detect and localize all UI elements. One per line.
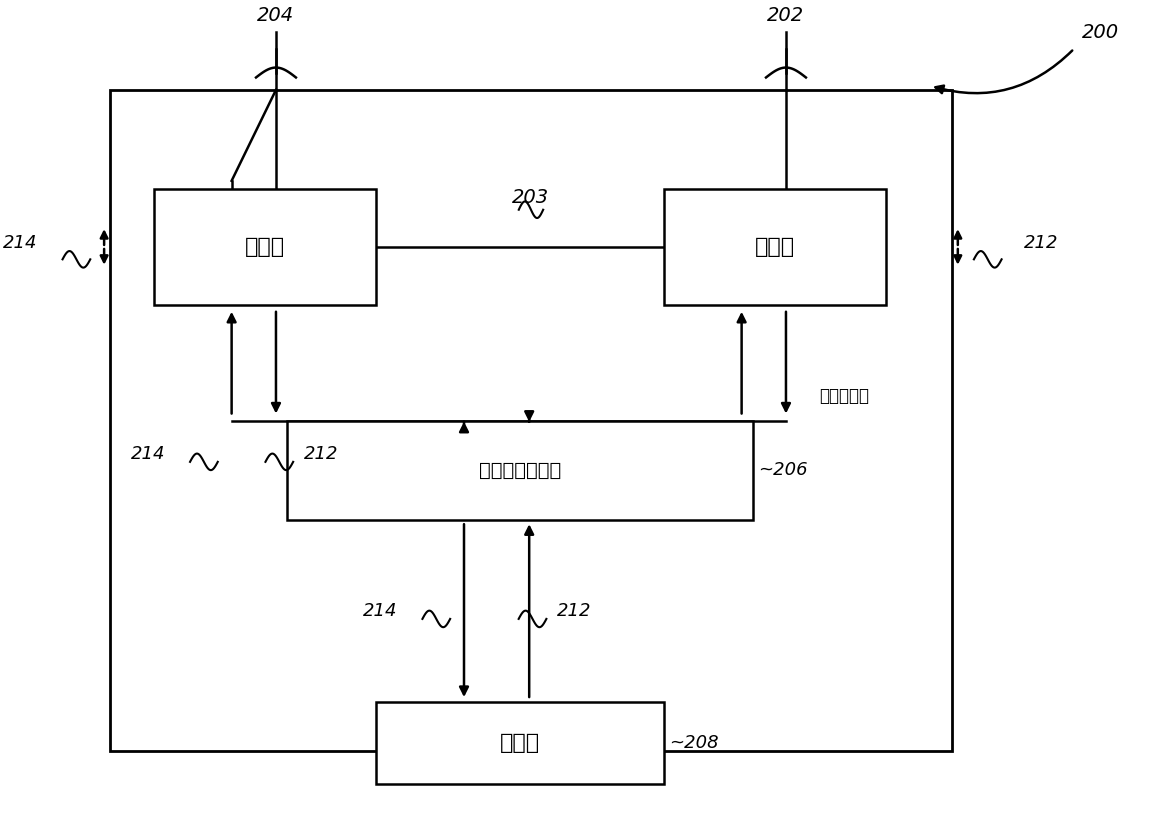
Text: 编码器: 编码器 [755, 237, 795, 257]
Text: 存储器总线: 存储器总线 [820, 386, 869, 405]
Text: ~206: ~206 [758, 461, 808, 479]
Text: 200: 200 [1082, 23, 1119, 42]
FancyBboxPatch shape [376, 701, 664, 784]
FancyBboxPatch shape [110, 90, 953, 751]
Text: 204: 204 [258, 6, 295, 25]
Text: 212: 212 [304, 445, 339, 463]
Text: 214: 214 [131, 445, 165, 463]
FancyBboxPatch shape [664, 189, 885, 305]
Text: 存储器接口电路: 存储器接口电路 [479, 461, 561, 479]
Text: 存储器: 存储器 [499, 733, 540, 753]
Text: 214: 214 [363, 602, 398, 619]
Text: 202: 202 [768, 6, 805, 25]
Text: 212: 212 [557, 602, 592, 619]
Text: 译码器: 译码器 [245, 237, 284, 257]
Text: ~208: ~208 [669, 734, 719, 752]
Text: 212: 212 [1024, 234, 1059, 251]
FancyBboxPatch shape [154, 189, 376, 305]
Text: 214: 214 [3, 234, 38, 251]
FancyBboxPatch shape [287, 421, 753, 520]
Text: 203: 203 [512, 188, 549, 207]
